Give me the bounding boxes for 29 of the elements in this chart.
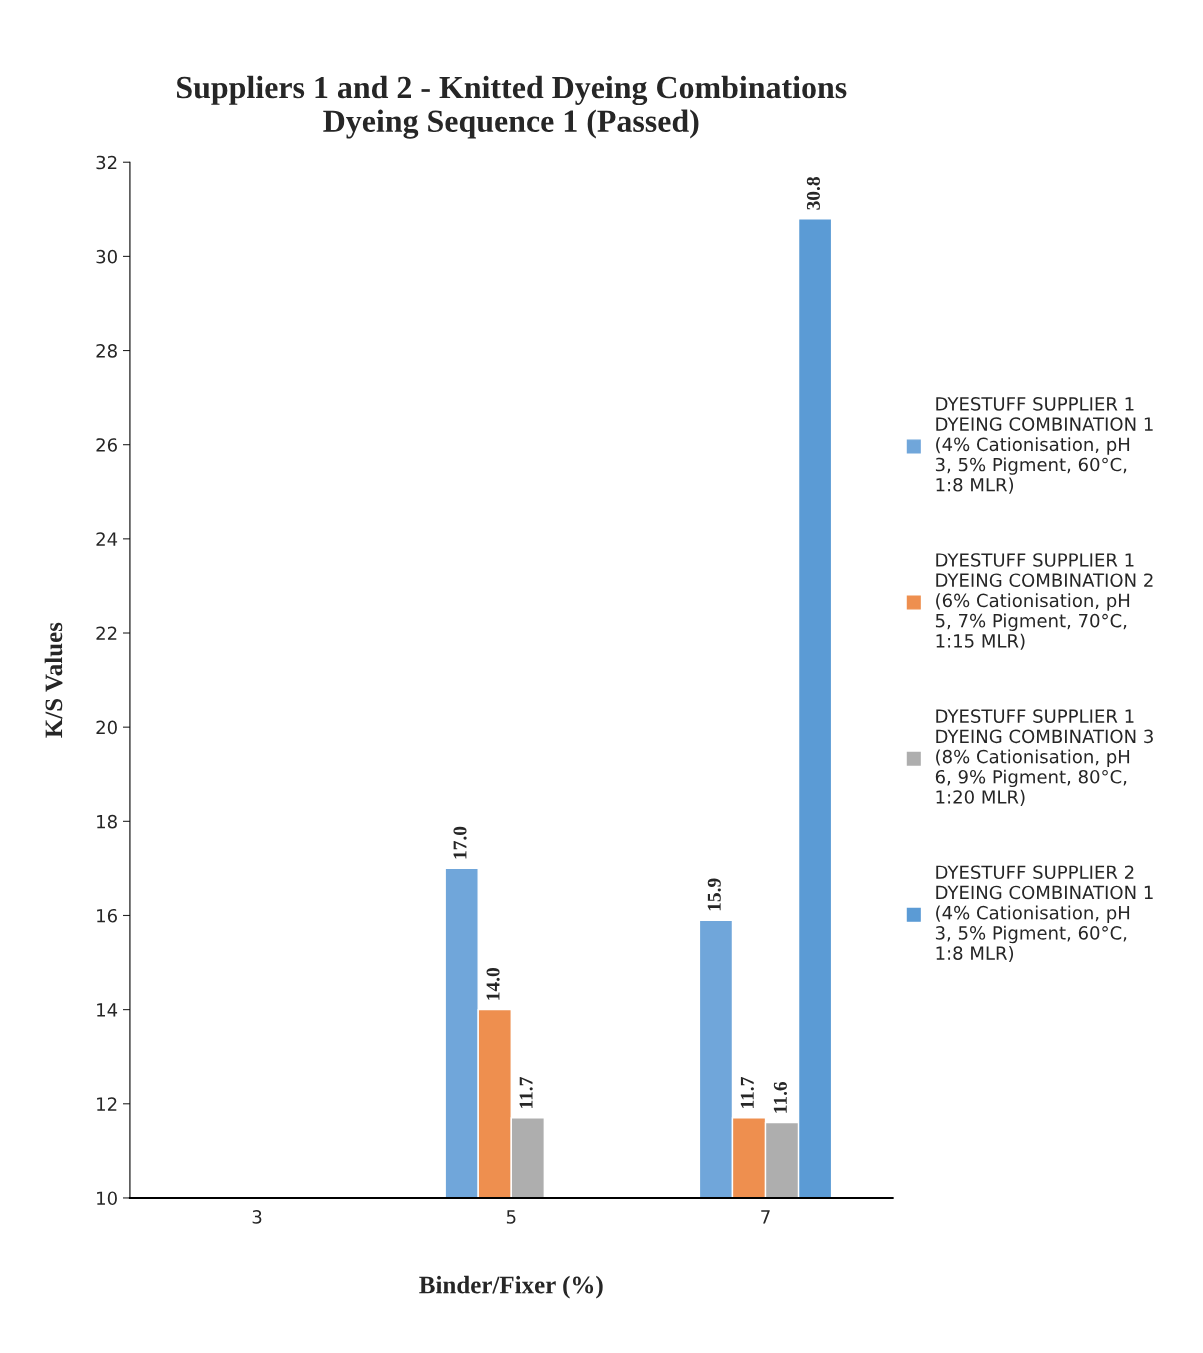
x-tick-label: 5 bbox=[506, 1210, 516, 1224]
chart-title: Suppliers 1 and 2 - Knitted Dyeing Combinations Dyeing Sequence 1 (Passed) bbox=[177, 75, 847, 139]
y-tick-label: 32 bbox=[96, 155, 117, 170]
y-tick-label: 28 bbox=[96, 344, 117, 358]
legend-label: DYESTUFF SUPPLIER 1 DYEING COMBINATION 2 (6% Cationisation, pH 5, 7% Pigment, 70°C, 1:15 MLR) bbox=[935, 553, 1153, 650]
legend-label: DYESTUFF SUPPLIER 1 DYEING COMBINATION 1 (4% Cationisation, pH 3, 5% Pigment, 60°C, 1:8 MLR) bbox=[935, 397, 1153, 494]
y-tick-label: 22 bbox=[96, 626, 117, 640]
data-label: 17.0 bbox=[453, 826, 467, 859]
data-label: 30.8 bbox=[806, 177, 821, 210]
data-label: 11.6 bbox=[773, 1081, 787, 1113]
data-label: 11.7 bbox=[519, 1077, 533, 1109]
y-tick-label: 30 bbox=[96, 249, 117, 264]
x-axis-title: Binder/Fixer (%) bbox=[419, 1275, 603, 1299]
legend-label: DYESTUFF SUPPLIER 2 DYEING COMBINATION 1 (4% Cationisation, pH 3, 5% Pigment, 60°C, 1:8 MLR) bbox=[935, 865, 1153, 963]
y-tick-label: 14 bbox=[97, 1003, 118, 1017]
y-tick-label: 18 bbox=[97, 814, 117, 829]
y-tick-label: 20 bbox=[96, 720, 117, 735]
y-tick-label: 10 bbox=[97, 1191, 117, 1206]
data-label: 14.0 bbox=[486, 968, 500, 1000]
y-tick-label: 24 bbox=[96, 532, 118, 546]
x-tick-label: 3 bbox=[252, 1210, 262, 1224]
data-label: 11.7 bbox=[740, 1077, 754, 1109]
y-tick-label: 16 bbox=[97, 908, 117, 923]
y-tick-label: 12 bbox=[97, 1097, 117, 1111]
data-label: 15.9 bbox=[707, 878, 721, 911]
y-axis-title: K/S Values bbox=[44, 622, 63, 738]
y-tick-label: 26 bbox=[96, 438, 117, 452]
x-tick-label: 7 bbox=[761, 1210, 770, 1224]
legend-label: DYESTUFF SUPPLIER 1 DYEING COMBINATION 3 (8% Cationisation, pH 6, 9% Pigment, 80°C, 1:20 MLR) bbox=[935, 709, 1153, 806]
